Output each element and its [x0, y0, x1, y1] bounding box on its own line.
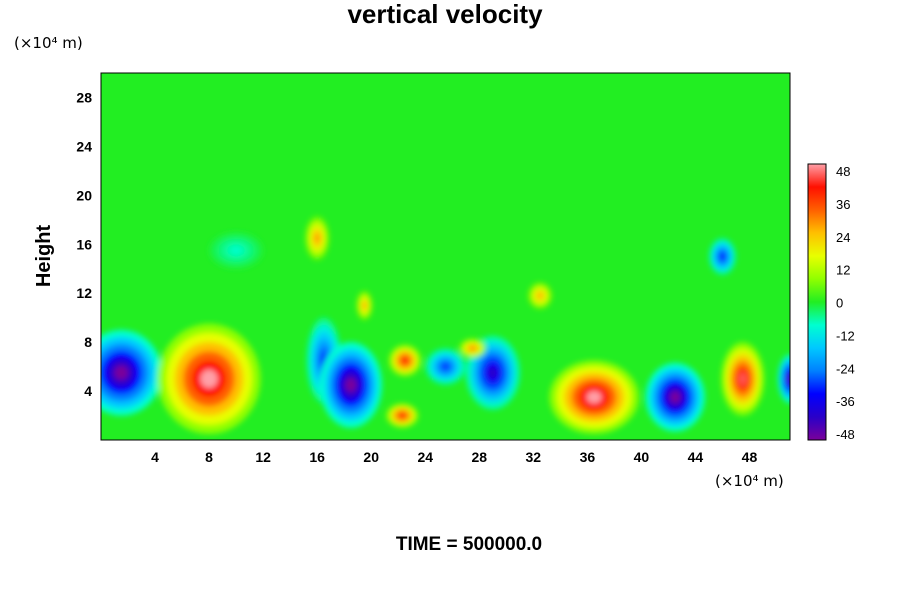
heatmap-cell: [356, 290, 373, 321]
heatmap-cell: [101, 329, 162, 416]
heatmap-contour: [402, 357, 408, 364]
heatmap-cell: [645, 362, 705, 432]
heatmap-contour: [787, 374, 790, 383]
y-tick-label: 20: [76, 187, 92, 203]
colorbar-tick-label: 12: [836, 263, 850, 278]
heatmap-cell: [459, 338, 487, 359]
heatmap-contour: [442, 363, 449, 370]
heatmap-contour: [231, 247, 241, 254]
y-axis-ticks: 4 8 12 16 20 24 28: [76, 89, 92, 399]
x-tick-label: 40: [634, 449, 650, 465]
x-tick-label: 12: [255, 449, 271, 465]
heatmap-contour: [114, 365, 129, 380]
y-tick-label: 4: [84, 383, 92, 399]
heatmap-features: [101, 216, 790, 434]
heatmap-cell: [777, 354, 790, 404]
x-tick-label: 8: [205, 449, 213, 465]
heatmap-cell: [527, 282, 553, 310]
x-tick-label: 4: [151, 449, 159, 465]
plot-frame: [100, 72, 791, 441]
heatmap-cell: [549, 360, 639, 434]
time-label: TIME = 500000.0: [396, 534, 542, 555]
colorbar-tick-label: 36: [836, 197, 850, 212]
heatmap-cell: [388, 344, 422, 377]
heatmap-contour: [362, 302, 367, 308]
y-tick-label: 8: [84, 334, 92, 350]
heatmap-cell: [425, 348, 466, 385]
colorbar-tick-label: 48: [836, 164, 850, 179]
heatmap-cell: [209, 232, 264, 269]
x-axis-ticks: 4 8 12 16 20 24 28 32 36 40 44 48: [151, 449, 757, 465]
colorbar-scale: [807, 163, 827, 441]
colorbar: 48 36 24 12 0 -12 -24 -36 -48: [807, 163, 855, 442]
x-tick-label: 36: [580, 449, 596, 465]
heatmap-cell: [708, 238, 736, 275]
x-tick-label: 20: [363, 449, 379, 465]
y-unit-label: (×10⁴ m): [14, 34, 83, 52]
heatmap-contour: [345, 377, 357, 393]
heatmap-contour: [470, 346, 475, 351]
heatmap-contour: [488, 366, 498, 379]
heatmap-cell: [386, 403, 419, 428]
heatmap-contour: [200, 369, 218, 389]
chart-title: vertical velocity: [347, 0, 543, 29]
x-tick-label: 44: [688, 449, 704, 465]
y-axis-label: Height: [33, 225, 55, 288]
colorbar-tick-label: 0: [836, 296, 843, 311]
y-tick-label: 12: [76, 285, 92, 301]
x-tick-label: 16: [309, 449, 325, 465]
colorbar-tick-label: -36: [836, 394, 855, 409]
y-tick-label: 16: [76, 236, 92, 252]
y-tick-label: 24: [76, 138, 92, 154]
heatmap-cell: [721, 342, 765, 416]
colorbar-tick-label: -24: [836, 361, 855, 376]
x-tick-label: 48: [742, 449, 758, 465]
colorbar-tick-label: -12: [836, 328, 855, 343]
heatmap-contour: [399, 413, 405, 418]
heatmap-cell: [157, 323, 261, 434]
heatmap-contour: [670, 391, 681, 403]
x-tick-label: 24: [417, 449, 433, 465]
heatmap-cell: [304, 216, 330, 261]
heatmap-contour: [315, 234, 320, 242]
colorbar-ticks: 48 36 24 12 0 -12 -24 -36 -48: [836, 164, 855, 442]
y-tick-label: 28: [76, 89, 92, 105]
heatmap-contour: [720, 253, 725, 260]
heatmap-cell: [319, 342, 383, 428]
heatmap-area: [101, 73, 790, 440]
heatmap-contour: [538, 293, 543, 298]
x-tick-label: 32: [526, 449, 542, 465]
colorbar-tick-label: 24: [836, 230, 850, 245]
heatmap-contour: [586, 391, 602, 404]
heatmap-contour: [739, 372, 747, 385]
x-unit-label: (×10⁴ m): [715, 472, 784, 490]
x-tick-label: 28: [471, 449, 487, 465]
colorbar-tick-label: -48: [836, 427, 855, 442]
